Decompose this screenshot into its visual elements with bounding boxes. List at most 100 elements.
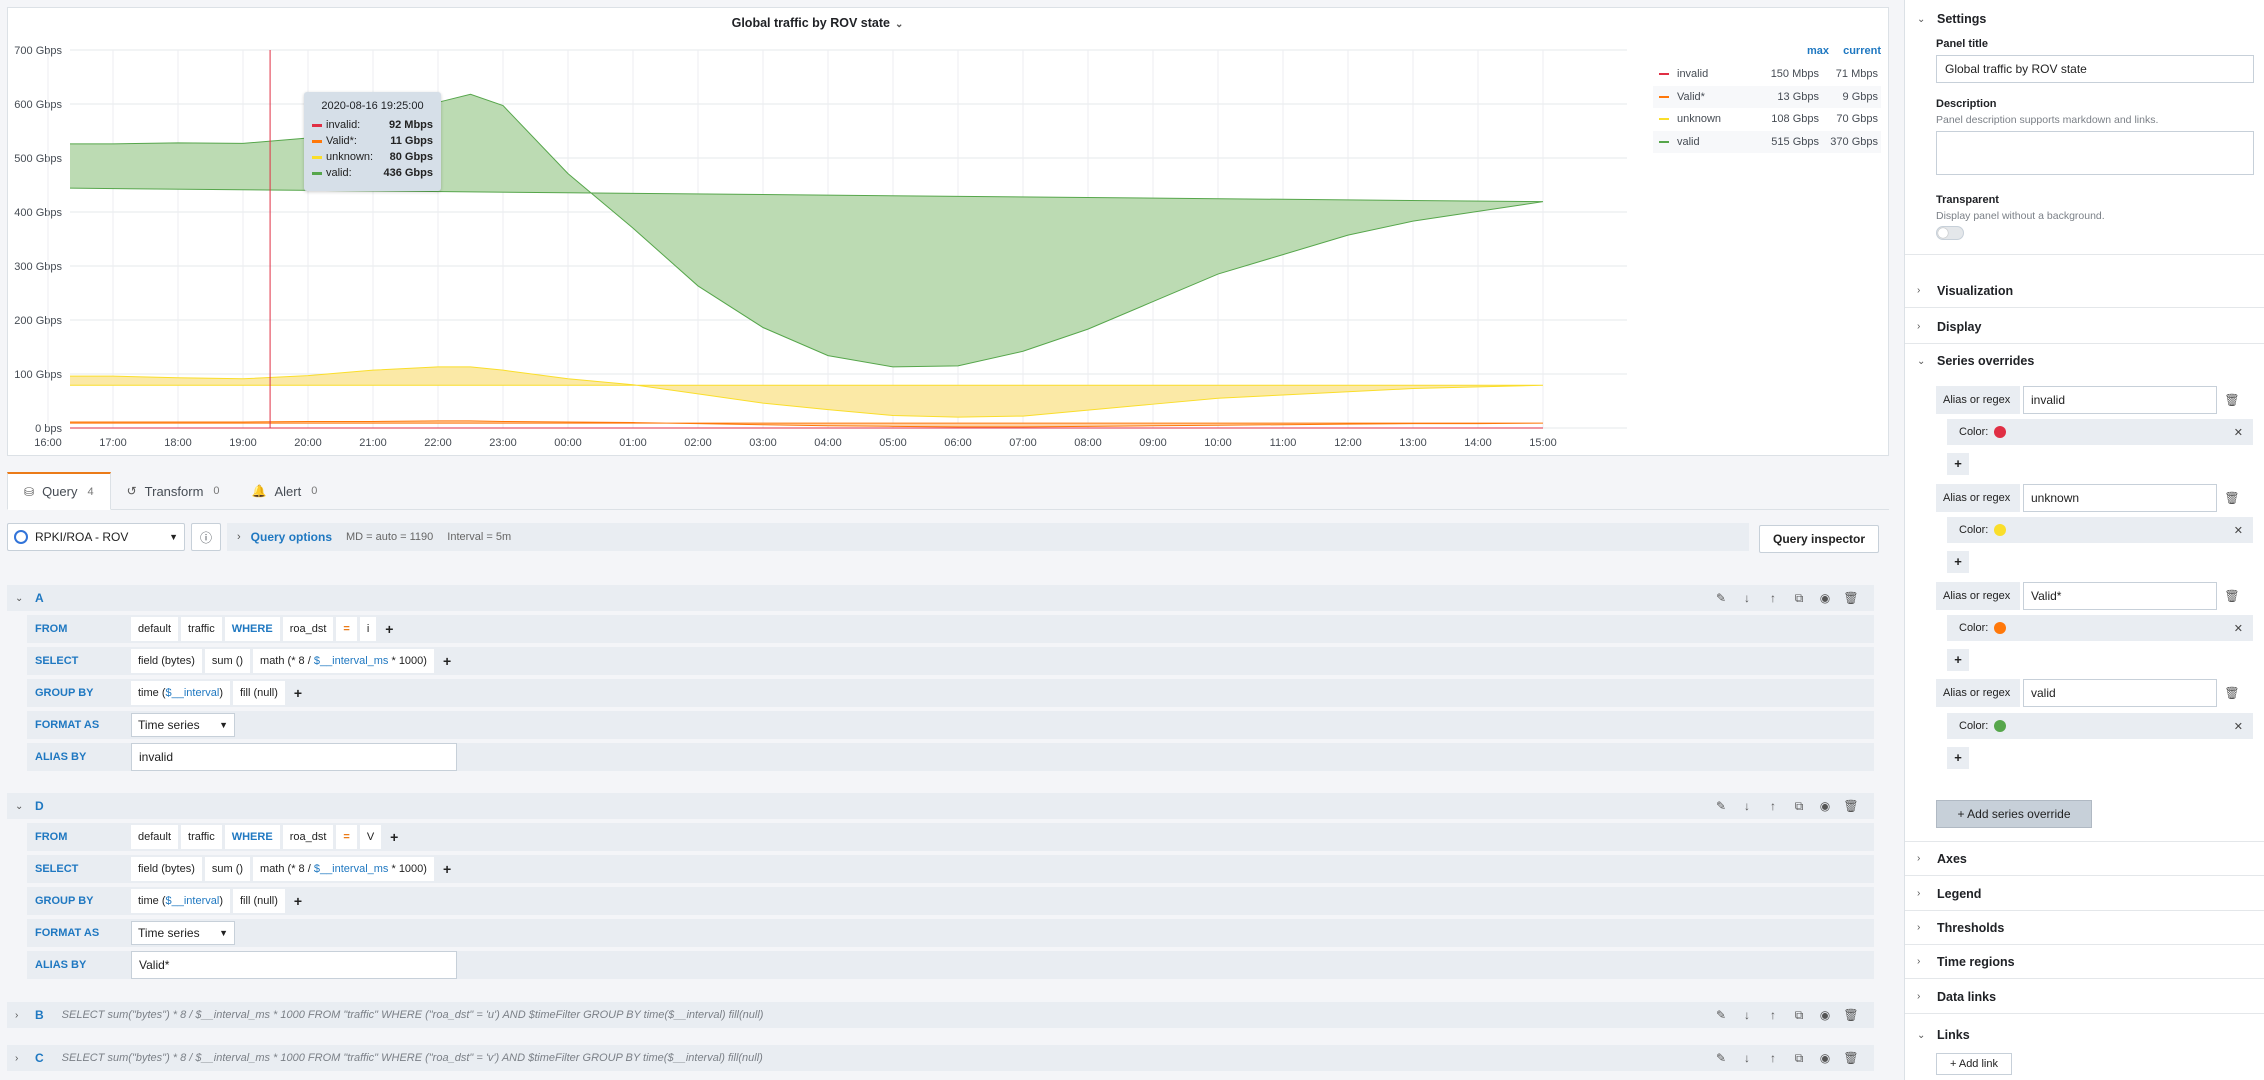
tab-transform[interactable]: ↺ Transform 0 [111, 472, 236, 510]
math-part[interactable]: math (* 8 / $__interval_ms * 1000) [253, 649, 434, 673]
trash-icon[interactable]: 🗑 [1843, 591, 1859, 605]
alias-or-regex-input[interactable]: valid [2023, 679, 2217, 707]
add-override-property-button[interactable]: + [1947, 747, 1969, 769]
tab-query[interactable]: ⛁ Query 4 [7, 472, 111, 510]
move-up-icon[interactable]: ↑ [1770, 1008, 1776, 1022]
section-thresholds[interactable]: › Thresholds [1905, 911, 2264, 945]
description-textarea[interactable] [1936, 131, 2254, 175]
section-legend[interactable]: › Legend [1905, 877, 2264, 911]
add-select-button[interactable]: + [442, 653, 452, 669]
help-button[interactable]: ⓘ [191, 523, 221, 551]
legend-series-name[interactable]: valid [1677, 135, 1700, 148]
chevron-right-icon[interactable]: › [1917, 321, 1921, 332]
add-select-button[interactable]: + [442, 861, 452, 877]
move-down-icon[interactable]: ↓ [1744, 799, 1750, 813]
edit-icon[interactable]: ✎ [1715, 1051, 1727, 1065]
eye-icon[interactable]: ◉ [1819, 799, 1831, 813]
transparent-toggle[interactable] [1936, 226, 1964, 240]
chevron-down-icon[interactable]: ⌄ [15, 592, 24, 604]
aggregation-part[interactable]: sum () [204, 649, 251, 673]
legend-item[interactable]: valid 515 Gbps 370 Gbps [1653, 130, 1881, 153]
add-override-property-button[interactable]: + [1947, 551, 1969, 573]
section-visualization[interactable]: › Visualization [1905, 274, 2264, 308]
trash-icon[interactable]: 🗑 [1843, 1051, 1859, 1065]
duplicate-icon[interactable]: ⧉ [1794, 590, 1804, 605]
chevron-down-icon[interactable]: ⌄ [1917, 13, 1926, 25]
move-up-icon[interactable]: ↑ [1770, 799, 1776, 813]
datasource-picker[interactable]: RPKI/ROA - ROV ▼ [7, 523, 185, 551]
measurement[interactable]: traffic [181, 825, 222, 849]
where-key[interactable]: roa_dst [282, 617, 334, 641]
legend-item[interactable]: invalid 150 Mbps 71 Mbps [1653, 63, 1881, 86]
move-up-icon[interactable]: ↑ [1770, 591, 1776, 605]
where-value[interactable]: i [359, 617, 377, 641]
section-axes[interactable]: › Axes [1905, 842, 2264, 876]
chevron-right-icon[interactable]: › [1917, 922, 1921, 933]
legend-max-header[interactable]: max [1806, 45, 1829, 57]
alias-input[interactable]: invalid [131, 743, 457, 771]
field-part[interactable]: field (bytes) [131, 857, 202, 881]
legend-item[interactable]: unknown 108 Gbps 70 Gbps [1653, 108, 1881, 131]
duplicate-icon[interactable]: ⧉ [1794, 1050, 1804, 1065]
edit-icon[interactable]: ✎ [1715, 591, 1727, 605]
chevron-down-icon[interactable]: ⌄ [1917, 1029, 1926, 1041]
add-group-button[interactable]: + [293, 893, 303, 909]
add-link-button[interactable]: + Add link [1936, 1053, 2012, 1075]
chevron-right-icon[interactable]: › [1917, 888, 1921, 899]
alias-or-regex-input[interactable]: unknown [2023, 484, 2217, 512]
close-icon[interactable]: ✕ [2233, 524, 2243, 537]
chevron-right-icon[interactable]: › [1917, 285, 1921, 296]
close-icon[interactable]: ✕ [2233, 426, 2243, 439]
query-header-d[interactable]: ⌄ D ✎ ↓ ↑ ⧉ ◉ 🗑 [7, 793, 1874, 819]
chevron-right-icon[interactable]: › [1917, 956, 1921, 967]
eye-icon[interactable]: ◉ [1819, 591, 1831, 605]
section-links[interactable]: ⌄ Links [1905, 1018, 2264, 1052]
section-series-overrides[interactable]: ⌄ Series overrides [1905, 344, 2264, 378]
retention-policy[interactable]: default [131, 825, 179, 849]
alias-input[interactable]: Valid* [131, 951, 457, 979]
alias-or-regex-input[interactable]: Valid* [2023, 582, 2217, 610]
move-up-icon[interactable]: ↑ [1770, 1051, 1776, 1065]
format-select[interactable]: Time series ▼ [131, 921, 235, 945]
section-time-regions[interactable]: › Time regions [1905, 945, 2264, 979]
group-time-part[interactable]: time ($__interval) [131, 889, 230, 913]
color-swatch[interactable] [1994, 524, 2007, 536]
edit-icon[interactable]: ✎ [1715, 799, 1727, 813]
panel-title-input[interactable]: Global traffic by ROV state [1936, 55, 2254, 83]
close-icon[interactable]: ✕ [2233, 622, 2243, 635]
trash-icon[interactable]: 🗑 [1843, 1008, 1859, 1022]
legend-series-name[interactable]: unknown [1677, 113, 1722, 126]
measurement[interactable]: traffic [181, 617, 222, 641]
where-operator[interactable]: = [336, 825, 357, 849]
duplicate-icon[interactable]: ⧉ [1794, 798, 1804, 813]
fill-part[interactable]: fill (null) [233, 681, 285, 705]
add-override-property-button[interactable]: + [1947, 649, 1969, 671]
chevron-down-icon[interactable]: ⌄ [15, 800, 24, 812]
add-series-override-button[interactable]: + Add series override [1936, 800, 2092, 828]
add-group-button[interactable]: + [293, 685, 303, 701]
add-override-property-button[interactable]: + [1947, 453, 1969, 475]
trash-icon[interactable]: 🗑 [2224, 589, 2240, 603]
legend-item[interactable]: Valid* 13 Gbps 9 Gbps [1653, 85, 1881, 108]
field-part[interactable]: field (bytes) [131, 649, 202, 673]
trash-icon[interactable]: 🗑 [1843, 799, 1859, 813]
color-swatch[interactable] [1994, 426, 2007, 438]
color-swatch[interactable] [1994, 720, 2007, 732]
query-inspector-button[interactable]: Query inspector [1759, 525, 1879, 553]
group-time-part[interactable]: time ($__interval) [131, 681, 230, 705]
query-options-label[interactable]: Query options [250, 530, 333, 544]
tab-alert[interactable]: 🔔 Alert 0 [236, 472, 334, 510]
series-swatch-icon[interactable] [1659, 95, 1669, 98]
where-key[interactable]: roa_dst [282, 825, 334, 849]
chevron-right-icon[interactable]: › [237, 531, 241, 543]
series-swatch-icon[interactable] [1659, 73, 1669, 76]
chevron-down-icon[interactable]: ⌄ [1917, 355, 1926, 367]
query-options-bar[interactable]: › Query options MD = auto = 1190 Interva… [227, 523, 1749, 551]
close-icon[interactable]: ✕ [2233, 720, 2243, 733]
eye-icon[interactable]: ◉ [1819, 1051, 1831, 1065]
color-swatch[interactable] [1994, 622, 2007, 634]
section-settings[interactable]: ⌄ Settings [1905, 2, 2264, 36]
chevron-right-icon[interactable]: › [15, 1052, 19, 1064]
add-condition-button[interactable]: + [390, 829, 399, 845]
query-header-a[interactable]: ⌄ A ✎ ↓ ↑ ⧉ ◉ 🗑 [7, 585, 1874, 611]
